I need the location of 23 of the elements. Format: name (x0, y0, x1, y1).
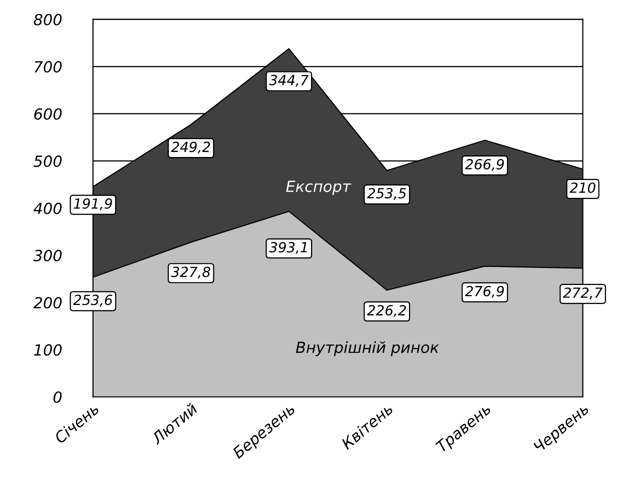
y-tick-label: 0 (53, 391, 62, 403)
data-label: 253,6 (73, 294, 112, 307)
y-tick-label: 200 (33, 296, 62, 309)
legend-label: Експорт (286, 180, 352, 196)
data-label: 226,2 (367, 305, 406, 317)
series-label: Внутрішній ринок (296, 341, 439, 356)
data-label: 272,7 (562, 287, 603, 300)
data-label: 393,1 (269, 242, 307, 254)
data-label: 344,7 (269, 74, 309, 87)
data-label: 276,9 (465, 286, 504, 298)
y-tick-label: 100 (34, 344, 62, 356)
y-tick-label: 400 (34, 202, 62, 214)
y-tick-label: 600 (34, 108, 62, 120)
data-label: 253,5 (367, 188, 406, 200)
data-label: 266,9 (465, 158, 504, 171)
data-label: 249,2 (171, 142, 210, 154)
y-tick-label: 500 (34, 155, 62, 167)
data-label: 191,9 (74, 198, 112, 210)
y-tick-label: 700 (34, 61, 62, 73)
y-tick-label: 800 (34, 14, 62, 26)
data-label: 327,8 (171, 266, 210, 279)
data-label: 210 (570, 182, 596, 193)
y-tick-label: 300 (33, 250, 62, 262)
